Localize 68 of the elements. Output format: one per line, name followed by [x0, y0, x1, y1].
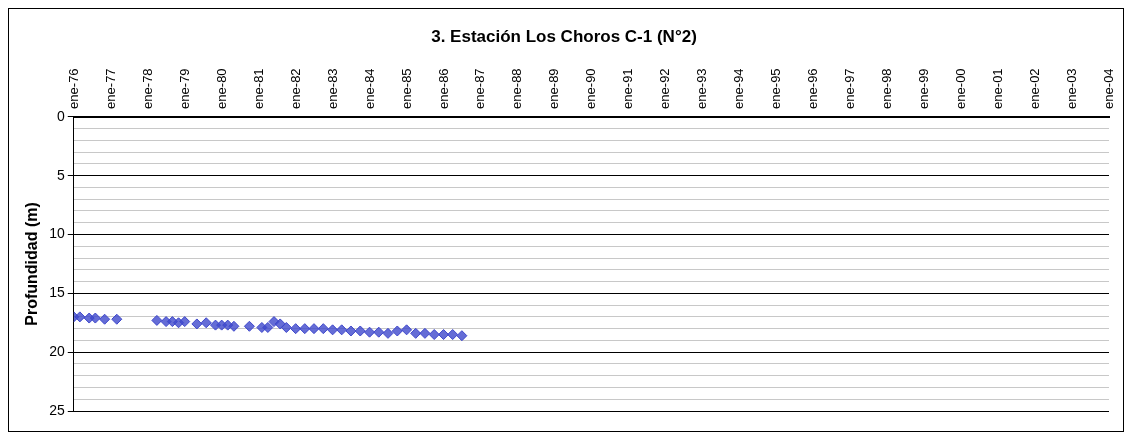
x-tick-label: ene-96: [805, 68, 821, 109]
point: [99, 313, 111, 325]
x-tick-label: ene-99: [916, 68, 932, 109]
x-tick-label: ene-81: [250, 68, 266, 109]
x-tick-label: ene-85: [398, 68, 414, 109]
point: [364, 326, 376, 338]
point: [179, 316, 191, 328]
point: [89, 312, 101, 324]
x-tick-label: ene-83: [324, 68, 340, 109]
x-tick-label: ene-88: [509, 68, 525, 109]
x-tick-label: ene-79: [176, 68, 192, 109]
point: [382, 327, 394, 339]
point: [327, 324, 339, 336]
x-tick-label: ene-97: [842, 68, 858, 109]
y-tick-label: 10: [49, 225, 65, 242]
x-tick-label: ene-01: [990, 68, 1006, 109]
x-tick-label: ene-98: [879, 68, 895, 109]
point: [373, 326, 385, 338]
point: [280, 321, 292, 333]
x-tick-label: ene-04: [1100, 68, 1116, 109]
x-tick-label: ene-87: [472, 68, 488, 109]
point: [354, 325, 366, 337]
point: [401, 324, 413, 336]
x-tick-label: ene-82: [287, 68, 303, 109]
point: [74, 311, 86, 323]
x-tick-label: ene-02: [1027, 68, 1043, 109]
x-tick-label: ene-84: [361, 68, 377, 109]
point: [345, 325, 357, 337]
x-tick-label: ene-03: [1064, 68, 1080, 109]
x-tick-label: ene-76: [65, 68, 81, 109]
x-tick-label: ene-94: [731, 68, 747, 109]
point: [228, 320, 240, 332]
x-tick-label: ene-93: [694, 68, 710, 109]
point: [391, 325, 403, 337]
x-tick-label: ene-80: [213, 68, 229, 109]
point: [290, 323, 302, 335]
point: [243, 320, 255, 332]
y-axis-title: Profundidad (m): [23, 202, 41, 326]
x-tick-label: ene-91: [620, 68, 636, 109]
point: [317, 323, 329, 335]
point: [447, 329, 459, 341]
x-tick-label: ene-90: [583, 68, 599, 109]
point: [456, 330, 468, 342]
point: [299, 323, 311, 335]
x-tick-label: ene-95: [768, 68, 784, 109]
y-tick-label: 5: [56, 166, 65, 183]
x-tick-label: ene-00: [953, 68, 969, 109]
point: [262, 321, 274, 333]
y-tick-label: 0: [56, 107, 65, 124]
y-tick-label: 25: [49, 401, 65, 418]
point: [410, 327, 422, 339]
point: [438, 329, 450, 341]
y-tick-label: 15: [49, 284, 65, 301]
x-tick-label: ene-89: [546, 68, 562, 109]
point: [419, 327, 431, 339]
chart-title: 3. Estación Los Choros C-1 (N°2): [431, 26, 697, 46]
x-tick-label: ene-86: [435, 68, 451, 109]
point: [191, 318, 203, 330]
point: [151, 314, 163, 326]
y-tick-label: 20: [49, 343, 65, 360]
point: [308, 323, 320, 335]
point: [200, 317, 212, 329]
x-tick-label: ene-77: [102, 68, 118, 109]
point: [111, 313, 123, 325]
x-tick-label: ene-92: [657, 68, 673, 109]
point: [428, 329, 440, 341]
x-tick-label: ene-78: [139, 68, 155, 109]
point: [336, 324, 348, 336]
